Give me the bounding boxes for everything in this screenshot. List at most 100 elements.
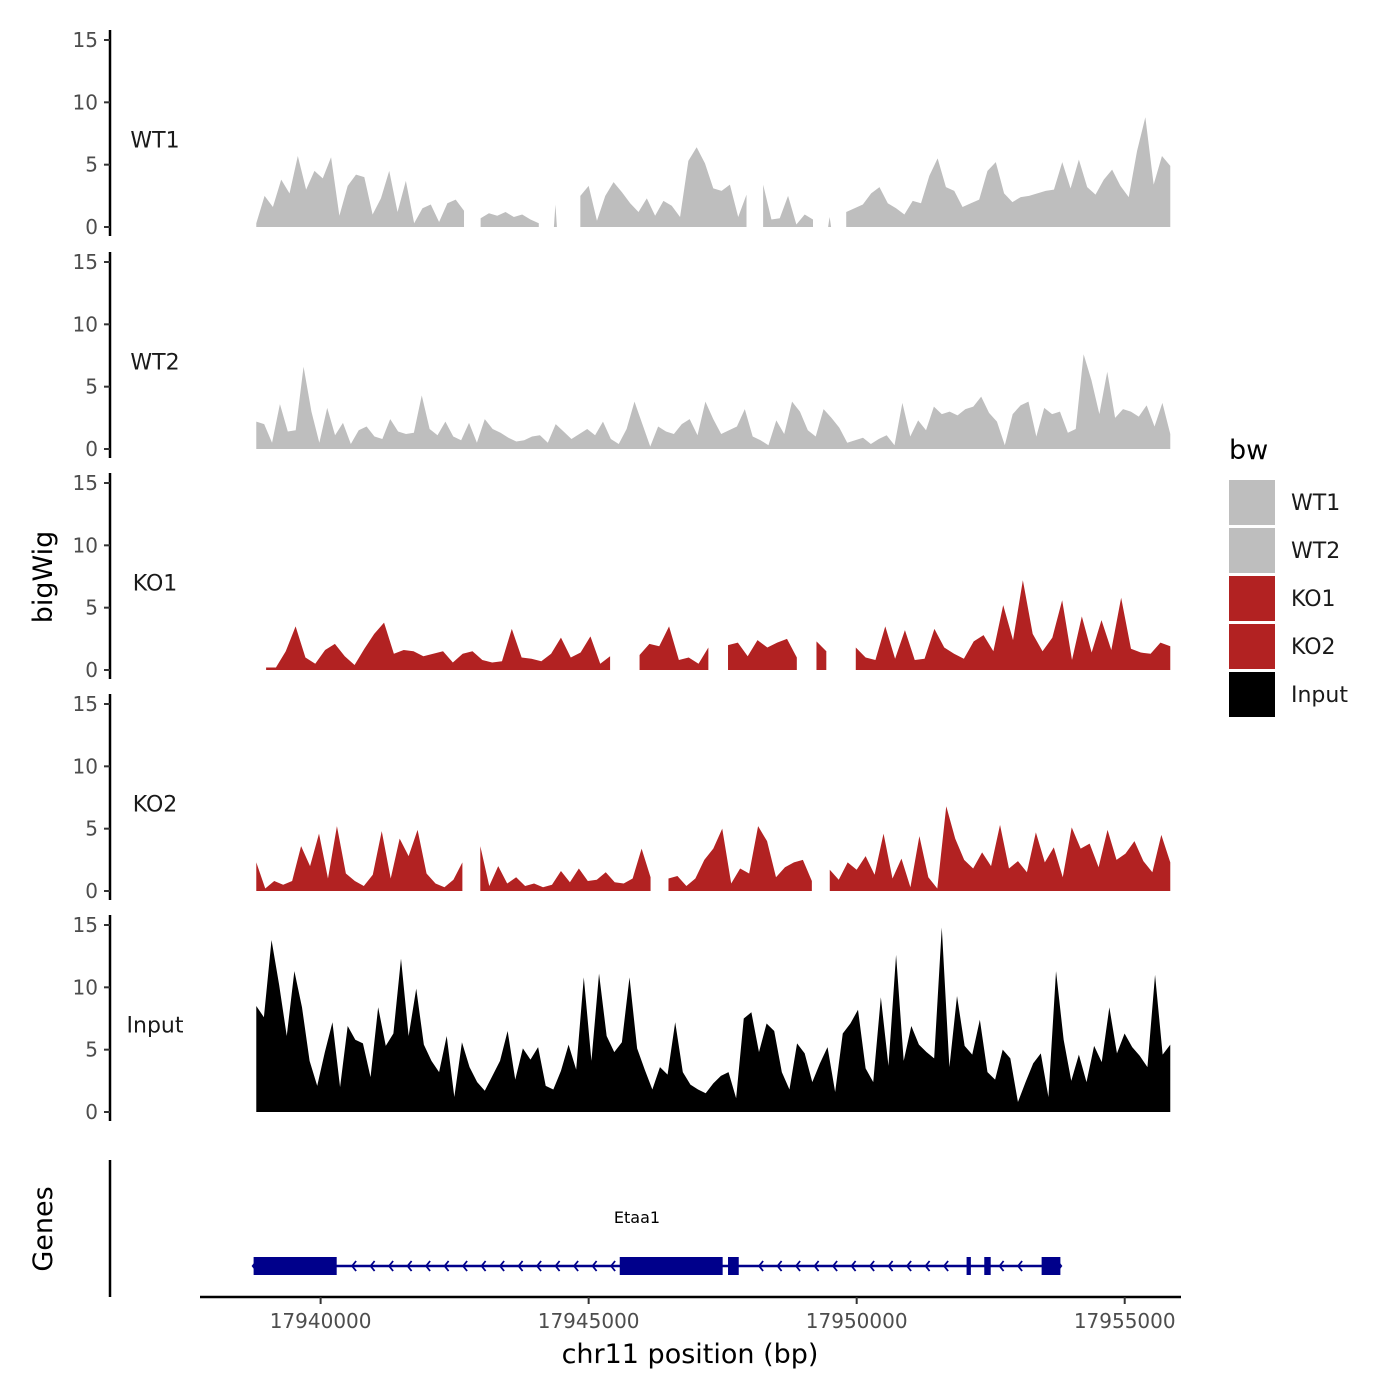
track-input: 0 5 10 15 Input [73,913,1171,1124]
coverage-area-ko1 [266,622,611,670]
x-axis-ticks: 17940000 17945000 17950000 17955000 [270,1297,1176,1333]
strand-chevron [757,1260,764,1272]
coverage-area-wt2 [256,354,1171,449]
y-tick-label: 5 [85,153,98,177]
track-label-wt1: WT1 [130,129,179,154]
y-tick-label: 0 [85,658,98,682]
strand-chevron [517,1260,524,1272]
coverage-area-ko2 [668,826,812,891]
strand-chevron [776,1260,783,1272]
y-tick-label: 5 [85,375,98,399]
strand-chevron [831,1260,838,1272]
legend-swatch-ko1 [1229,576,1275,621]
coverage-area-input [256,927,1171,1112]
coverage-area-ko1 [728,638,797,670]
y-tick-label: 15 [73,913,98,937]
track-label-wt2: WT2 [130,351,179,376]
track-label-input: Input [127,1014,184,1039]
strand-chevron [480,1260,487,1272]
coverage-area-ko1 [816,641,827,670]
strand-chevron [905,1260,912,1272]
coverage-area-ko2 [256,826,463,891]
strand-chevron [498,1260,505,1272]
strand-chevron [924,1260,931,1272]
legend-swatch-input [1229,672,1275,717]
x-tick-label: 17955000 [1074,1309,1176,1333]
legend: bw WT1 WT2 KO1 KO2 Input [1229,435,1348,717]
gene-label-etaa1: Etaa1 [614,1208,660,1227]
strand-chevron [461,1260,468,1272]
y-axis-title-genes: Genes [28,1186,59,1271]
strand-chevron [350,1260,357,1272]
legend-label-input: Input [1291,683,1348,708]
coverage-area-ko2 [829,806,1171,891]
y-tick-label: 0 [85,437,98,461]
strand-chevron [998,1260,1005,1272]
y-tick-label: 0 [85,879,98,903]
coverage-area-wt1 [763,184,813,227]
strand-chevron [887,1260,894,1272]
y-tick-label: 10 [73,533,98,557]
track-ko1: 0 5 10 15 KO1 [73,471,1171,682]
coverage-area-wt1 [580,147,747,227]
strand-chevron [572,1260,579,1272]
coverage-area-ko1 [639,626,709,670]
coverage-area-ko1 [855,580,1171,670]
x-axis-title: chr11 position (bp) [562,1339,819,1370]
legend-label-ko1: KO1 [1291,587,1336,612]
gene-exon [619,1257,723,1275]
y-tick-label: 15 [73,250,98,274]
y-tick-label: 10 [73,754,98,778]
coverage-area-wt1 [480,212,539,227]
strand-chevron [850,1260,857,1272]
strand-chevron [591,1260,598,1272]
coverage-area-ko2 [480,846,651,891]
gene-etaa1: Etaa1 [251,1208,1063,1275]
gene-start-tip [251,1257,259,1275]
strand-chevron [554,1260,561,1272]
y-tick-label: 0 [85,215,98,239]
gene-end-tip [1055,1257,1063,1275]
legend-swatch-wt2 [1229,528,1275,573]
strand-chevron [535,1260,542,1272]
strand-chevron [794,1260,801,1272]
legend-title: bw [1229,435,1268,466]
legend-label-wt1: WT1 [1291,491,1340,516]
y-tick-label: 5 [85,596,98,620]
track-wt2: 0 5 10 15 WT2 [73,250,1171,461]
coverage-area-wt1 [846,117,1171,227]
gene-exon [966,1257,971,1275]
coverage-area-wt1 [553,204,557,227]
x-tick-label: 17945000 [538,1309,640,1333]
y-tick-label: 0 [85,1100,98,1124]
strand-chevron [369,1260,376,1272]
y-tick-label: 5 [85,817,98,841]
strand-chevron [406,1260,413,1272]
strand-chevron [813,1260,820,1272]
legend-label-ko2: KO2 [1291,635,1336,660]
legend-swatch-wt1 [1229,480,1275,525]
legend-label-wt2: WT2 [1291,539,1340,564]
strand-chevron [1016,1260,1023,1272]
y-tick-label: 15 [73,471,98,495]
x-tick-label: 17940000 [270,1309,372,1333]
y-tick-label: 10 [73,975,98,999]
y-tick-label: 10 [73,90,98,114]
legend-swatch-ko2 [1229,624,1275,669]
strand-chevron [868,1260,875,1272]
bigwig-tracks: 0 5 10 15 WT1 0 5 10 15 WT2 0 5 10 15 KO1 0 5 10 15 KO2 0 5 10… [73,28,1171,1124]
gene-exon [253,1257,337,1275]
y-tick-label: 10 [73,312,98,336]
y-tick-label: 15 [73,28,98,52]
track-ko2: 0 5 10 15 KO2 [73,692,1171,903]
y-axis-title-tracks: bigWig [28,531,59,624]
strand-chevron [443,1260,450,1272]
track-label-ko2: KO2 [133,793,178,818]
strand-chevron [424,1260,431,1272]
x-tick-label: 17950000 [806,1309,908,1333]
track-wt1: 0 5 10 15 WT1 [73,28,1171,239]
strand-chevron [609,1260,616,1272]
strand-chevron [942,1260,949,1272]
y-tick-label: 5 [85,1038,98,1062]
